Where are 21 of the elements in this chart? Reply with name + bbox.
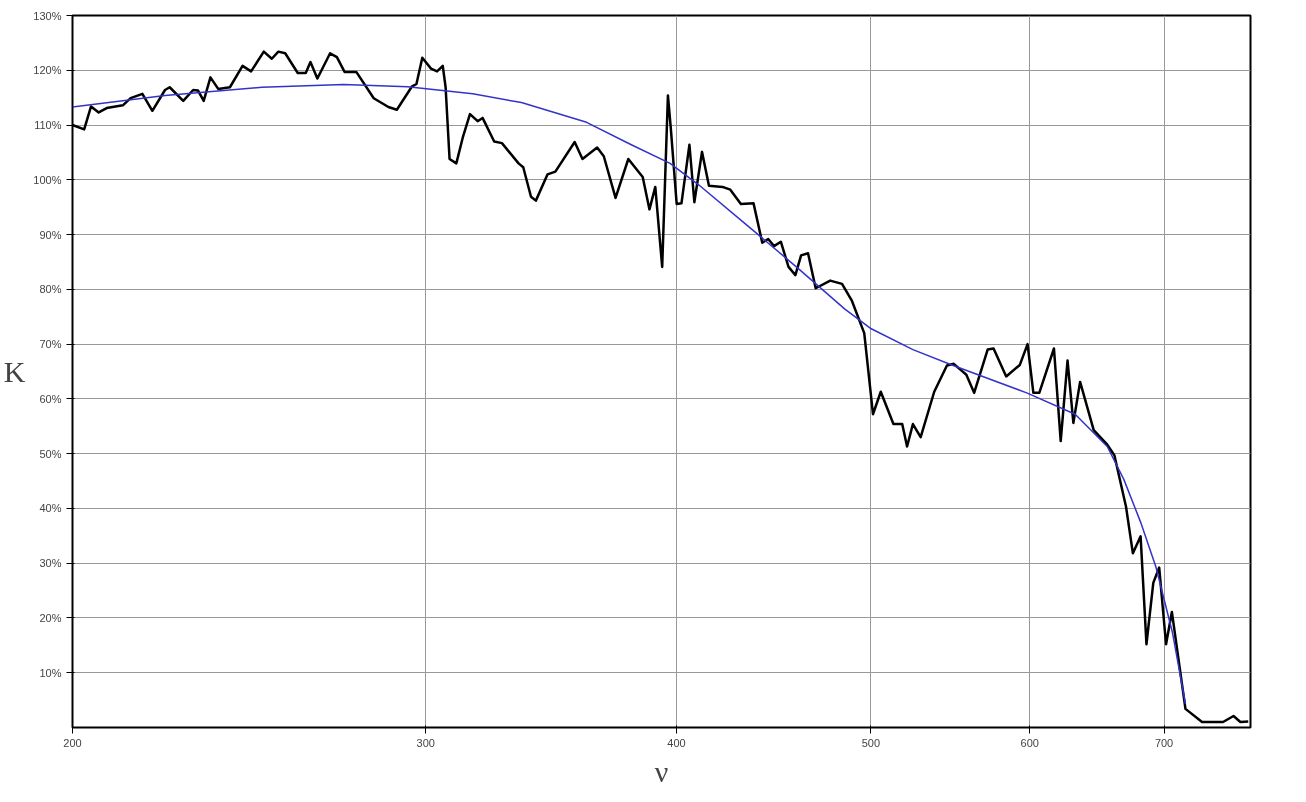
x-tick-label: 200: [63, 736, 82, 749]
y-tick-label: 130%: [33, 9, 62, 22]
x-tick-label: 700: [1154, 736, 1174, 749]
y-tick-label: 40%: [39, 502, 62, 515]
y-tick-label: 120%: [33, 64, 62, 77]
y-tick-label: 60%: [39, 392, 62, 405]
x-tick-label: 400: [667, 736, 686, 749]
x-axis-title: ν: [654, 754, 669, 788]
x-tick-label: 300: [416, 736, 435, 749]
y-tick-label: 110%: [34, 119, 62, 132]
y-tick-label: 100%: [33, 173, 62, 186]
y-tick-label: 80%: [39, 283, 62, 296]
y-tick-label: 70%: [39, 338, 62, 351]
y-tick-label: 50%: [39, 447, 62, 460]
y-tick-label: 90%: [39, 228, 62, 241]
x-tick-label: 500: [861, 736, 881, 749]
y-tick-label: 30%: [39, 557, 62, 570]
y-tick-label: 20%: [39, 611, 62, 624]
x-tick-label: 600: [1020, 736, 1039, 749]
y-tick-label: 10%: [39, 666, 62, 679]
y-axis-title: K: [3, 355, 26, 388]
